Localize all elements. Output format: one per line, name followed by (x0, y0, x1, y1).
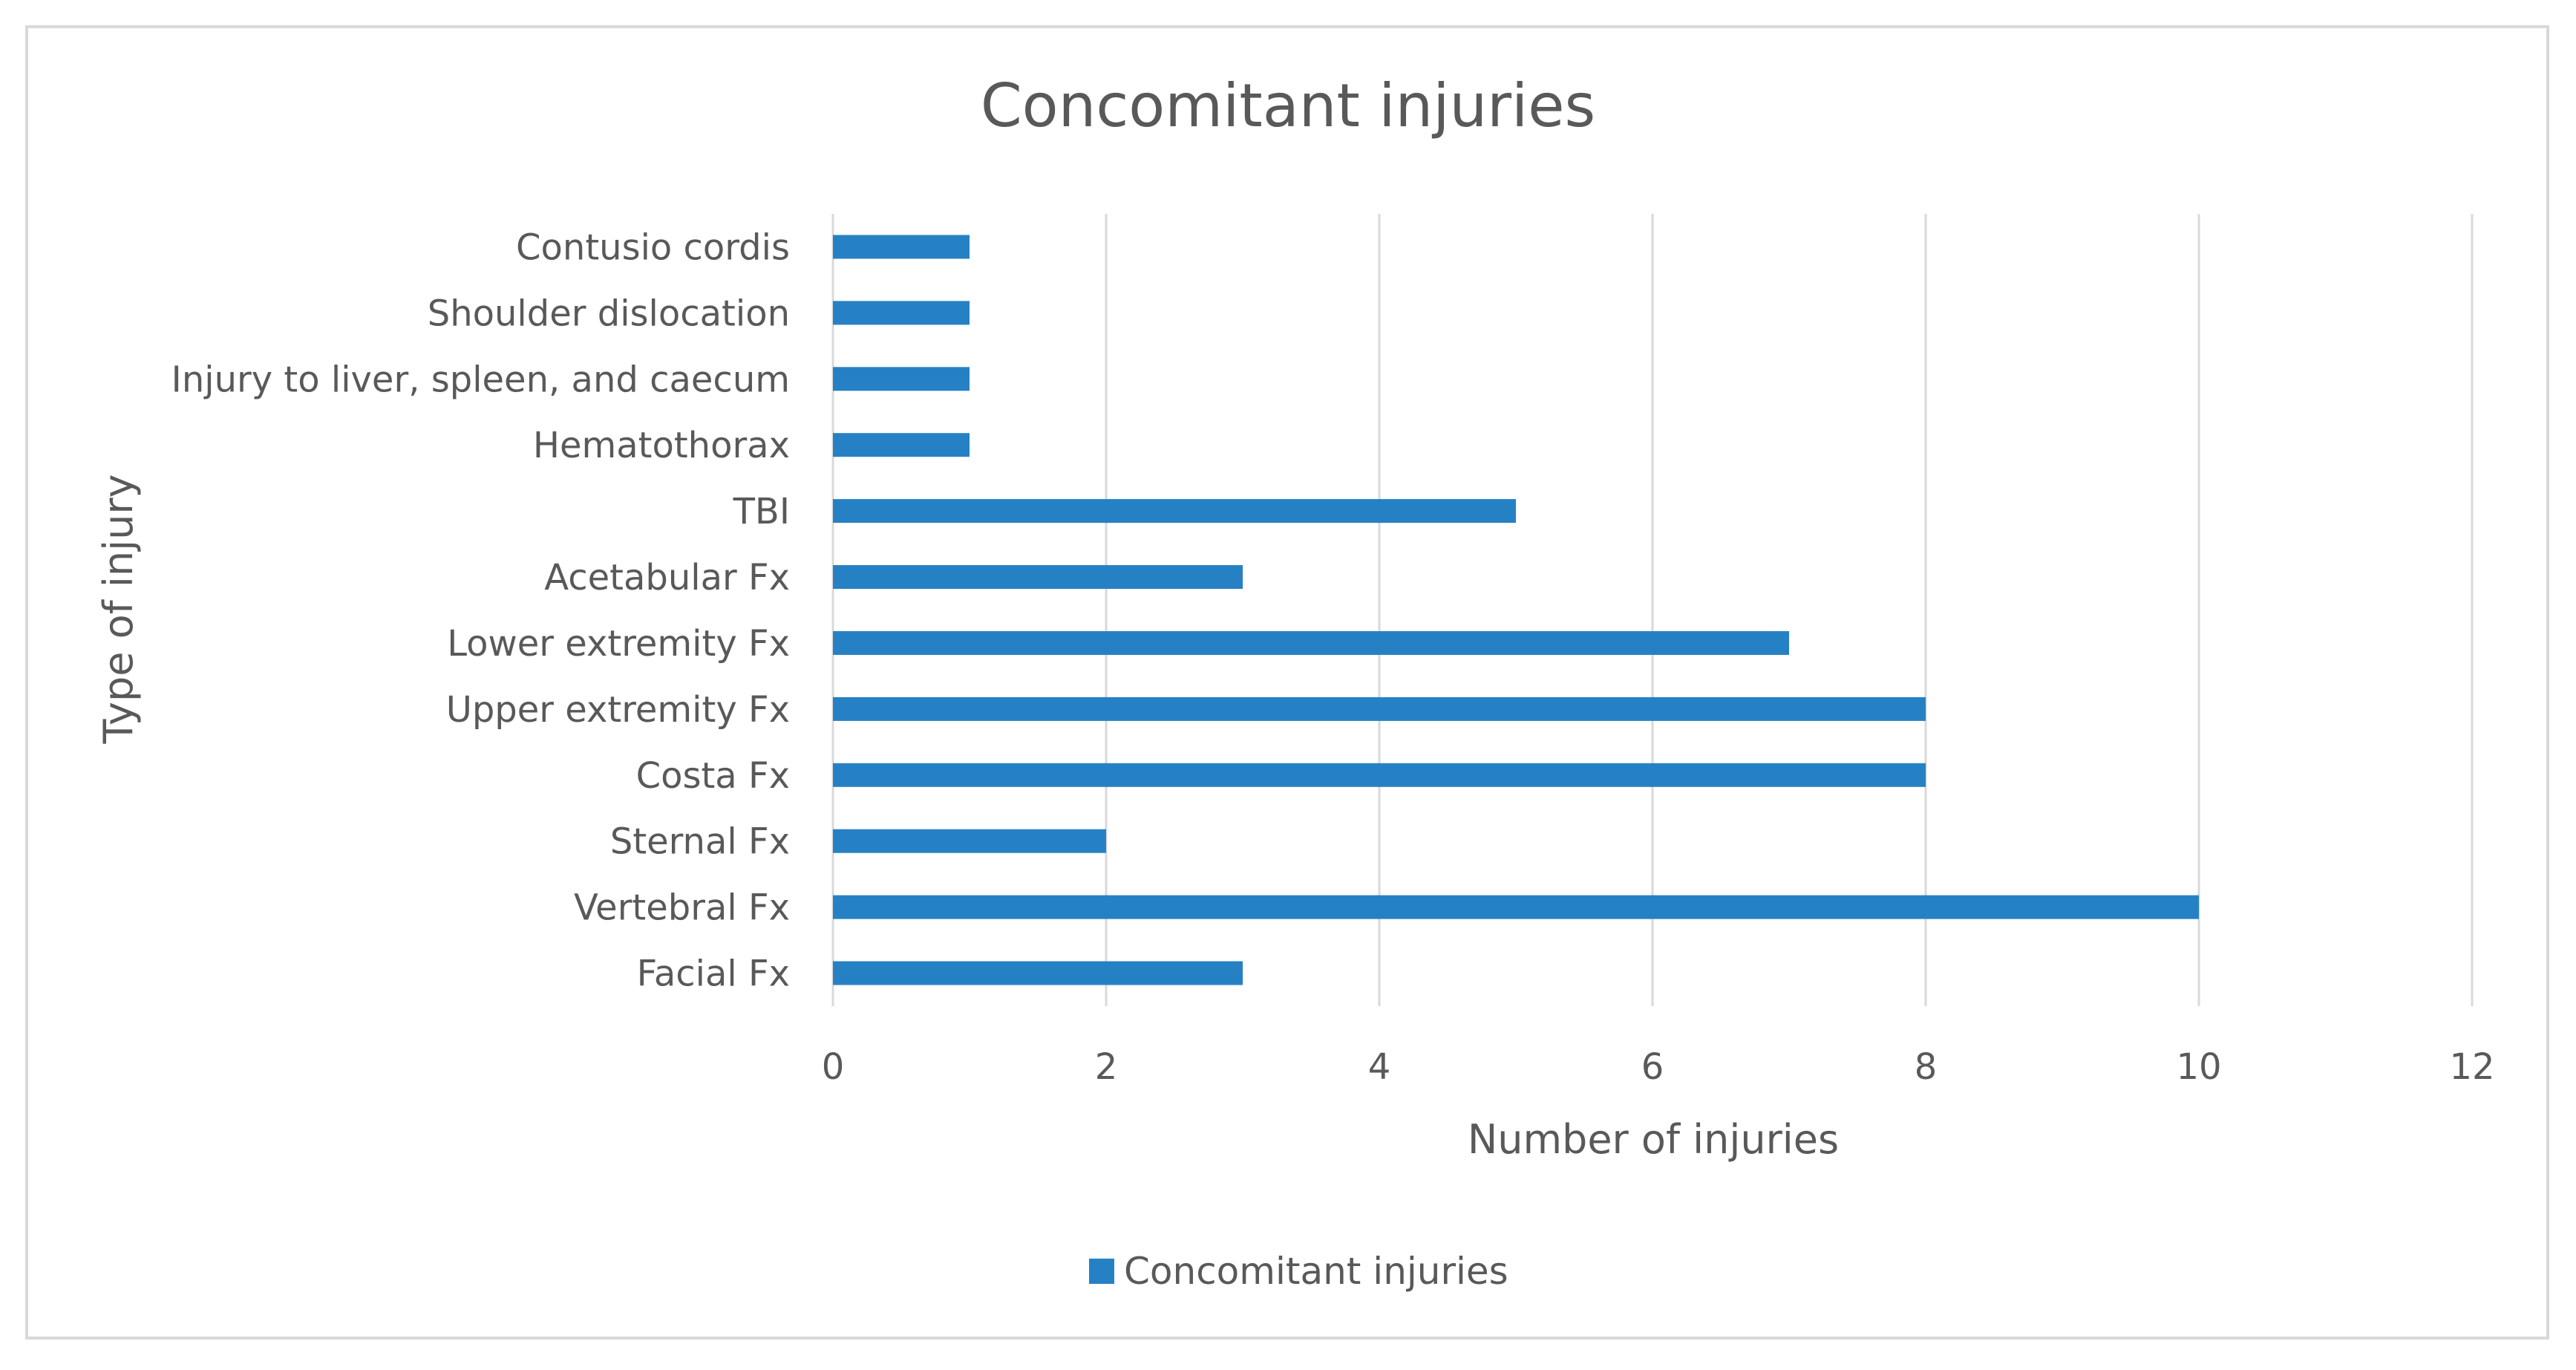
bar (833, 367, 970, 391)
bar (833, 301, 970, 325)
gridlines (831, 214, 2474, 1006)
category-label: Lower extremity Fx (447, 623, 790, 665)
chart-title: Concomitant injuries (981, 71, 1595, 140)
bar (833, 763, 1926, 787)
x-tick-label: 4 (1368, 1046, 1391, 1088)
x-tick-label: 2 (1095, 1046, 1118, 1088)
bar (833, 235, 970, 259)
bars (833, 235, 2199, 985)
x-tick-labels: 0 2 4 6 8 10 12 (822, 1046, 2495, 1088)
category-label: Shoulder dislocation (428, 293, 790, 334)
bar (833, 565, 1243, 590)
x-tick-label: 12 (2449, 1046, 2494, 1088)
category-label: Facial Fx (637, 953, 790, 995)
category-labels: Contusio cordis Shoulder dislocation Injur… (171, 226, 790, 994)
legend: Concomitant injuries (1089, 1250, 1508, 1293)
legend-swatch (1089, 1259, 1114, 1284)
category-label: Hematothorax (533, 425, 790, 466)
category-label: TBI (733, 491, 790, 532)
category-label: Injury to liver, spleen, and caecum (171, 359, 790, 400)
bar (833, 697, 1926, 721)
category-label: Vertebral Fx (574, 887, 790, 929)
bar (833, 630, 1789, 655)
category-label: Sternal Fx (610, 821, 790, 863)
y-axis-title: Type of injury (95, 474, 142, 744)
x-axis-title: Number of injuries (1468, 1116, 1839, 1163)
bar (833, 961, 1243, 985)
category-label: Contusio cordis (516, 226, 790, 268)
bar (833, 499, 1516, 523)
x-tick-label: 8 (1915, 1046, 1938, 1088)
legend-label: Concomitant injuries (1124, 1250, 1508, 1293)
bar (833, 829, 1106, 853)
bar (833, 433, 970, 457)
category-label: Acetabular Fx (544, 557, 790, 598)
category-label: Costa Fx (636, 755, 790, 797)
chart-frame (25, 25, 2549, 1340)
x-tick-label: 10 (2176, 1046, 2221, 1088)
x-tick-label: 6 (1641, 1046, 1664, 1088)
category-label: Upper extremity Fx (446, 689, 790, 731)
bar (833, 895, 2199, 919)
x-tick-label: 0 (822, 1046, 845, 1088)
